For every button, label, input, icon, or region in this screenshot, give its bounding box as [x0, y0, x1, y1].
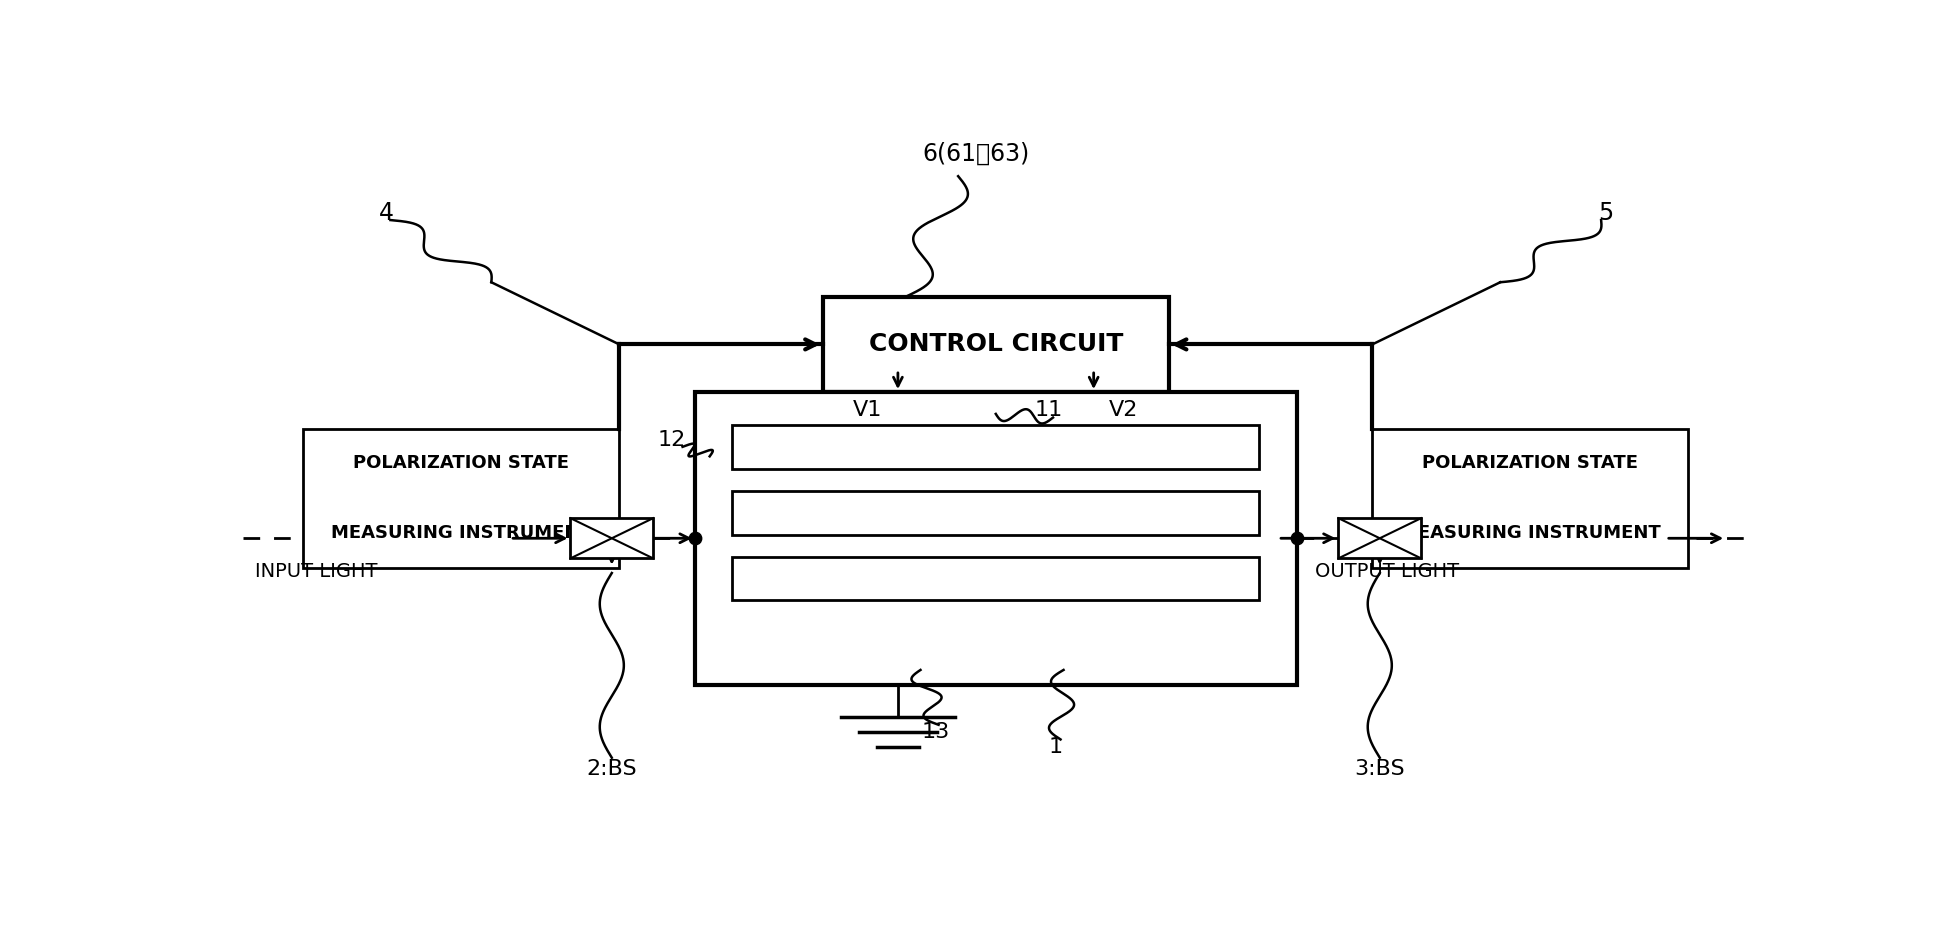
Text: 1: 1 [1049, 737, 1063, 757]
Text: 2:BS: 2:BS [587, 759, 637, 779]
Bar [733, 557, 1259, 600]
Bar [303, 428, 620, 567]
Bar [733, 491, 1259, 535]
Point [1282, 531, 1313, 546]
Bar [571, 518, 653, 559]
Text: 4: 4 [379, 200, 392, 225]
Bar [1339, 518, 1420, 559]
Text: 13: 13 [921, 722, 950, 742]
Point [680, 531, 711, 546]
Bar [822, 296, 1170, 392]
Text: V1: V1 [853, 400, 882, 420]
Bar [696, 392, 1298, 685]
Text: INPUT LIGHT: INPUT LIGHT [255, 561, 377, 580]
Text: POLARIZATION STATE

MEASURING INSTRUMENT: POLARIZATION STATE MEASURING INSTRUMENT [1401, 454, 1661, 542]
Text: 12: 12 [659, 429, 686, 449]
Bar [733, 425, 1259, 468]
Text: V2: V2 [1109, 400, 1139, 420]
Bar [1372, 428, 1688, 567]
Text: 3:BS: 3:BS [1354, 759, 1405, 779]
Text: 5: 5 [1597, 200, 1613, 225]
Text: 6(61～63): 6(61～63) [923, 142, 1030, 166]
Text: 11: 11 [1034, 400, 1063, 420]
Text: POLARIZATION STATE

MEASURING INSTRUMENT: POLARIZATION STATE MEASURING INSTRUMENT [330, 454, 591, 542]
Text: CONTROL CIRCUIT: CONTROL CIRCUIT [869, 332, 1123, 356]
Text: OUTPUT LIGHT: OUTPUT LIGHT [1315, 561, 1459, 580]
